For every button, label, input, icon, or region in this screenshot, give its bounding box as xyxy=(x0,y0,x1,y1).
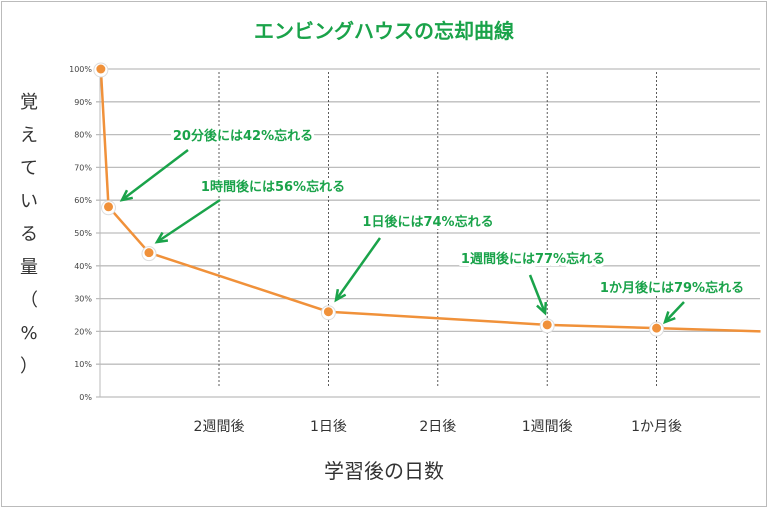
y-axis-label-char: % xyxy=(20,323,37,344)
y-axis-label-char: 覚 xyxy=(20,92,38,113)
annotation-arrowhead xyxy=(154,231,169,244)
annotation-arrow-line xyxy=(156,198,221,244)
x-category-label: 2週間後 xyxy=(194,419,245,435)
y-tick-label: 40% xyxy=(74,262,92,271)
data-point xyxy=(542,320,552,330)
y-tick-label: 70% xyxy=(74,163,92,172)
data-point xyxy=(652,323,662,333)
annotation-arrow-line xyxy=(121,149,189,201)
x-axis-label: 学習後の日数 xyxy=(324,459,444,483)
x-category-label: 1か月後 xyxy=(631,419,682,435)
data-point xyxy=(96,64,106,74)
annotation-arrowhead xyxy=(334,288,347,303)
annotation-arrow-line xyxy=(334,237,382,301)
y-axis-label-char: （ xyxy=(20,290,38,311)
annotation-arrowhead xyxy=(536,301,548,316)
annotation-label: 1か月後には79%忘れる xyxy=(600,280,744,296)
data-point xyxy=(104,202,114,212)
data-point xyxy=(144,248,154,258)
annotation-label: 20分後には42%忘れる xyxy=(173,128,313,144)
annotation-arrowhead xyxy=(663,311,676,325)
y-tick-label: 100% xyxy=(69,65,92,74)
y-axis-label-char: る xyxy=(20,224,38,245)
data-point xyxy=(323,307,333,317)
y-axis-label-char: ） xyxy=(20,356,38,377)
annotation-arrow-line xyxy=(528,274,547,314)
annotation-arrowhead xyxy=(119,189,134,202)
y-tick-label: 0% xyxy=(79,393,92,402)
annotation-label: 1日後には74%忘れる xyxy=(362,214,493,230)
y-tick-label: 80% xyxy=(74,131,92,140)
y-tick-label: 30% xyxy=(74,295,92,304)
annotation-label: 1時間後には56%忘れる xyxy=(201,179,345,195)
y-tick-label: 90% xyxy=(74,98,92,107)
x-category-label: 2日後 xyxy=(419,419,456,435)
y-axis-label-char: 量 xyxy=(20,257,38,278)
annotation-label: 1週間後には77%忘れる xyxy=(461,251,605,267)
y-tick-label: 50% xyxy=(74,229,92,238)
chart-title: エンビングハウスの忘却曲線 xyxy=(254,19,514,43)
y-axis-label-char: え xyxy=(20,125,38,146)
y-tick-label: 60% xyxy=(74,196,92,205)
y-tick-label: 10% xyxy=(74,360,92,369)
y-axis-label-char: い xyxy=(20,191,38,212)
y-tick-label: 20% xyxy=(74,327,92,336)
y-axis-label-char: て xyxy=(20,158,38,179)
x-category-label: 1日後 xyxy=(310,419,347,435)
annotation-arrow-line xyxy=(664,301,685,323)
x-category-label: 1週間後 xyxy=(522,419,573,435)
